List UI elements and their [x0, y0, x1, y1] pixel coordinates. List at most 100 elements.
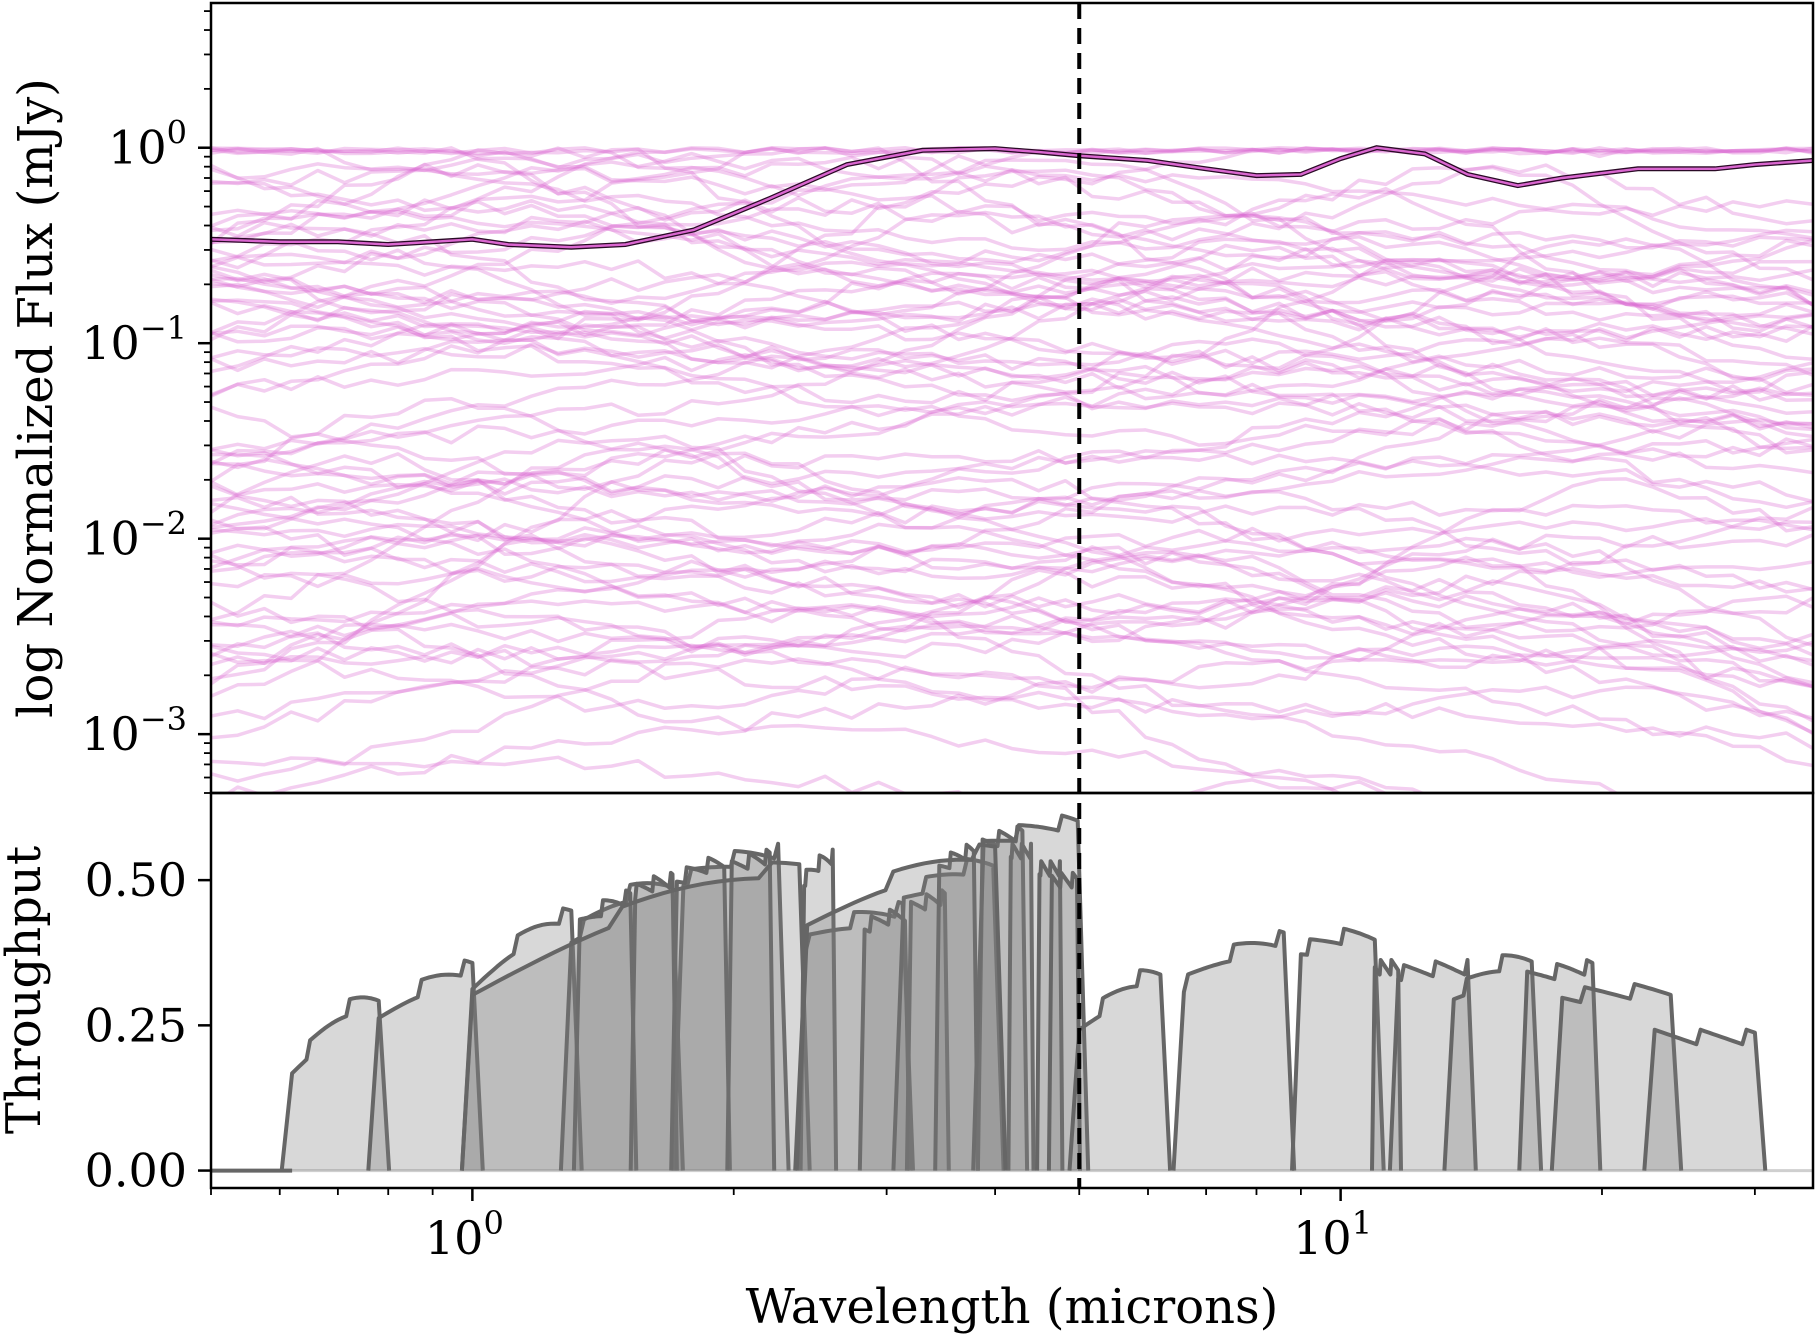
sed-line — [211, 146, 1813, 343]
filter-curve — [1067, 968, 1173, 1171]
sed-line — [211, 495, 1813, 667]
sed-line — [211, 167, 1813, 289]
filter-curve — [459, 860, 812, 1171]
highlighted-sed — [211, 145, 1813, 250]
bottom-y-tick-label: 0.25 — [85, 998, 187, 1052]
filter-curve — [1046, 870, 1082, 1171]
sed-line — [211, 523, 1813, 698]
filter-curve — [1035, 859, 1065, 1171]
sed-line — [211, 243, 1813, 328]
top-y-tick-label: 100 — [108, 114, 187, 175]
top-panel: 100 10−1 10−2 10−3 log Normalized Flux (mJy… — [8, 1, 1815, 795]
sed-line — [211, 146, 1813, 282]
x-tick-label: 100 — [425, 1204, 504, 1265]
sed-line — [211, 238, 1813, 339]
sed-line — [211, 361, 1813, 574]
sed-line — [211, 755, 1393, 793]
sed-line — [211, 180, 1813, 402]
sed-line — [211, 162, 1813, 297]
top-y-tick-label: 10−2 — [81, 505, 187, 566]
sed-line — [211, 323, 1813, 431]
bottom-panel-frame — [209, 791, 1815, 1190]
sed-line — [211, 577, 1813, 740]
filter-throughputs — [211, 813, 1813, 1173]
filter-curve — [1549, 982, 1684, 1171]
sed-line — [211, 448, 1813, 646]
sed-line — [211, 146, 1813, 342]
filter-fill — [560, 883, 683, 1171]
highlight-line — [211, 146, 1813, 249]
sed-line — [211, 280, 1813, 342]
filter-curve — [798, 847, 839, 1171]
sed-line — [211, 237, 1813, 527]
sed-line — [211, 147, 1813, 455]
sed-line — [211, 394, 1813, 506]
filter-fill — [630, 872, 677, 1171]
sed-line — [211, 489, 1813, 658]
filter-fill — [796, 844, 1006, 1171]
filter-curve — [1370, 958, 1403, 1171]
filter-curve — [971, 813, 1091, 1171]
filter-fill — [1292, 928, 1384, 1171]
sed-line — [211, 257, 1813, 530]
sed-line — [211, 501, 1813, 768]
sed-line — [211, 235, 1813, 344]
sed-line — [211, 146, 1813, 289]
sed-line — [211, 281, 1813, 452]
filter-fill — [1173, 931, 1295, 1171]
sed-line — [211, 539, 1813, 594]
filter-fill — [461, 862, 810, 1171]
sed-line — [211, 550, 1813, 654]
sed-line — [211, 505, 1813, 659]
filter-curve — [794, 842, 1008, 1171]
sed-line — [211, 382, 1813, 458]
sed-line — [211, 282, 1813, 401]
sed-lines — [211, 145, 1813, 793]
sed-line — [211, 405, 1813, 579]
filter-fill — [935, 844, 978, 1171]
sed-line — [211, 644, 1343, 793]
x-axis-label: Wavelength (microns) — [746, 1279, 1279, 1335]
sed-line — [211, 146, 1813, 336]
sed-line — [211, 599, 1813, 735]
filter-curve — [1290, 926, 1386, 1171]
sed-line — [211, 518, 1813, 633]
x-tick-label: 101 — [1293, 1204, 1372, 1265]
filter-curve — [1006, 841, 1036, 1171]
sed-line — [211, 484, 1813, 723]
sed-line — [211, 537, 1813, 648]
filter-fill — [368, 960, 483, 1171]
bottom-y-axis-label: Throughput — [0, 846, 52, 1134]
filter-fill — [671, 857, 730, 1171]
sed-line — [211, 211, 1813, 330]
sed-line — [211, 434, 1813, 663]
x-axis: 100 101 — [210, 1188, 1756, 1265]
filter-fill — [727, 849, 775, 1171]
sed-line — [211, 145, 1813, 160]
sed-line — [211, 155, 1813, 307]
bottom-y-tick-label: 0.00 — [85, 1144, 187, 1198]
sed-line — [211, 195, 1813, 250]
top-y-tick-label: 10−3 — [81, 700, 187, 761]
filter-curve — [1171, 929, 1297, 1171]
sed-line — [211, 299, 1813, 377]
filter-curve — [279, 995, 392, 1171]
sed-line — [225, 640, 1813, 793]
sed-line — [211, 342, 1813, 439]
bottom-y-tick-label: 0.50 — [85, 853, 187, 907]
filter-curve — [933, 842, 980, 1171]
top-y-axis-label: log Normalized Flux (mJy) — [8, 78, 64, 718]
sed-line — [211, 627, 1427, 793]
filter-curve — [857, 907, 912, 1171]
sed-line — [211, 553, 1813, 690]
sed-line — [211, 273, 1813, 429]
filter-fill — [795, 902, 913, 1171]
filter-curve — [1642, 1027, 1768, 1171]
sed-line — [211, 168, 1813, 397]
sed-line — [211, 298, 1813, 510]
sed-line — [211, 437, 1813, 622]
sed-line — [211, 604, 1656, 793]
filter-curve — [1442, 953, 1544, 1171]
sed-line — [211, 553, 1813, 721]
filter-fill — [281, 997, 390, 1171]
